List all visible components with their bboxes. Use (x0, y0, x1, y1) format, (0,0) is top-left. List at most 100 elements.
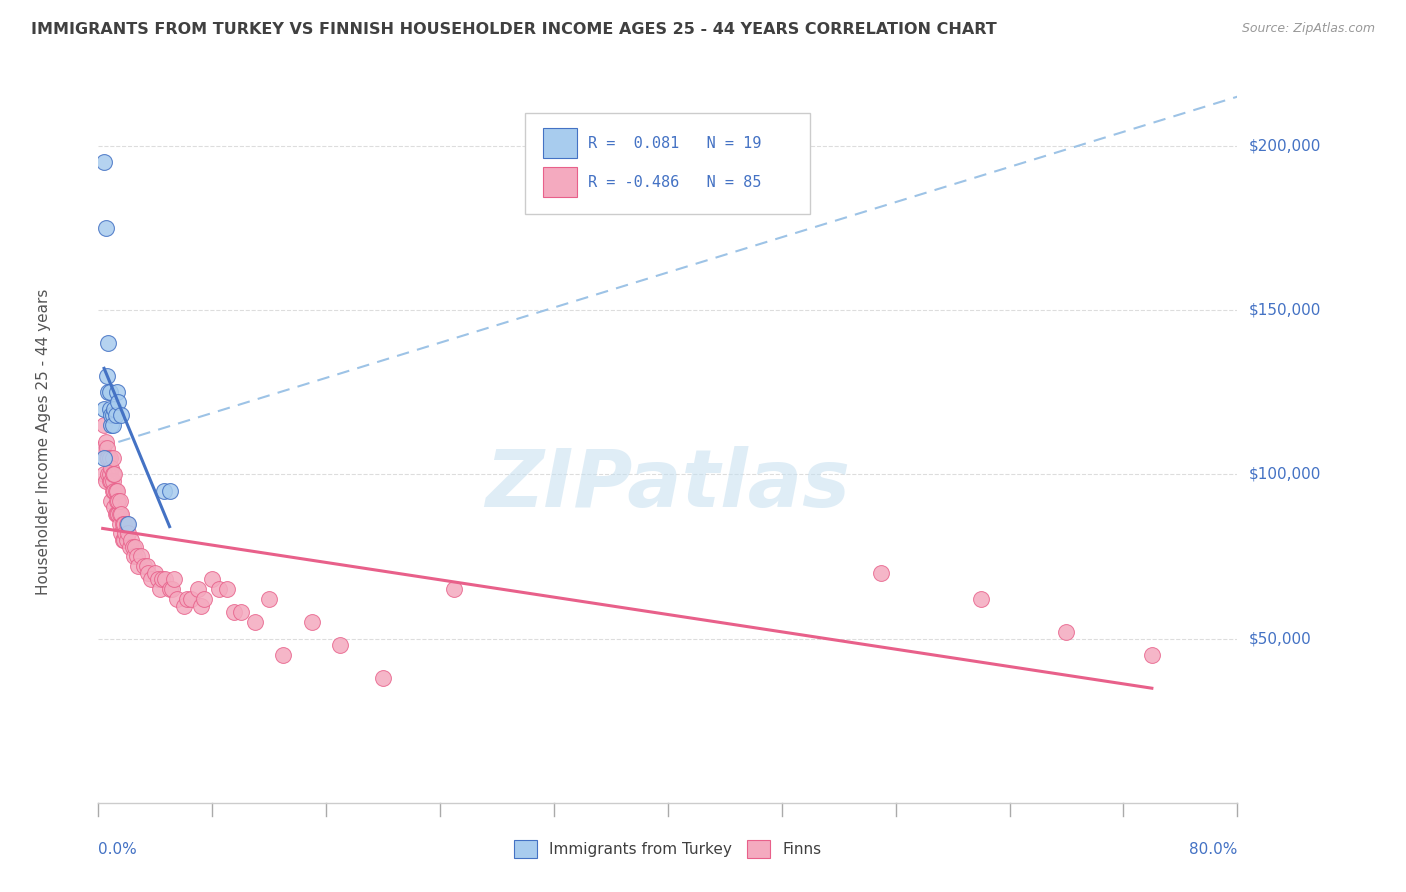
Point (243, 615, 266, 630)
Point (97, 336, 120, 351)
Point (112, 533, 135, 547)
Point (373, 671, 395, 685)
Point (163, 573, 186, 587)
Point (96, 441, 118, 455)
FancyBboxPatch shape (543, 167, 576, 197)
Point (970, 592, 993, 607)
Point (136, 566, 159, 580)
Point (124, 540, 146, 554)
Point (108, 507, 131, 521)
Point (145, 566, 167, 580)
Point (148, 573, 170, 587)
Point (93, 401, 115, 416)
Point (201, 573, 224, 587)
Point (132, 559, 155, 574)
Text: $150,000: $150,000 (1249, 302, 1320, 318)
Point (259, 592, 281, 607)
Point (1140, 648, 1163, 662)
Point (159, 582, 181, 597)
Point (115, 516, 138, 531)
Point (101, 483, 124, 498)
Point (91, 441, 114, 455)
Point (152, 573, 174, 587)
Point (118, 540, 141, 554)
Point (870, 566, 893, 580)
Point (101, 418, 124, 433)
Point (122, 549, 145, 564)
Point (100, 493, 122, 508)
Point (215, 582, 238, 597)
Point (96, 450, 118, 465)
Point (153, 483, 176, 498)
Point (222, 605, 245, 619)
Point (166, 592, 188, 607)
Point (110, 409, 132, 423)
Point (162, 582, 184, 597)
Point (108, 516, 131, 531)
Text: 0.0%: 0.0% (98, 842, 138, 856)
Point (125, 549, 148, 564)
Point (110, 507, 132, 521)
Text: Householder Income Ages 25 - 44 years: Householder Income Ages 25 - 44 years (37, 288, 51, 595)
Point (103, 467, 125, 482)
Point (112, 516, 135, 531)
Point (98, 401, 121, 416)
Point (139, 573, 162, 587)
Point (93, 155, 115, 169)
Point (190, 599, 212, 613)
Point (111, 533, 134, 547)
Point (100, 418, 122, 433)
Point (108, 493, 131, 508)
Point (120, 533, 142, 547)
Point (97, 385, 120, 400)
Point (98, 467, 121, 482)
Point (208, 582, 231, 597)
Point (443, 582, 465, 597)
Point (127, 559, 149, 574)
Point (97, 467, 120, 482)
Point (103, 500, 125, 515)
Text: IMMIGRANTS FROM TURKEY VS FINNISH HOUSEHOLDER INCOME AGES 25 - 44 YEARS CORRELAT: IMMIGRANTS FROM TURKEY VS FINNISH HOUSEH… (31, 22, 997, 37)
Point (100, 409, 122, 423)
Point (173, 599, 195, 613)
Point (115, 533, 138, 547)
Point (135, 559, 157, 574)
Point (129, 549, 152, 564)
Point (94, 474, 117, 488)
Point (104, 483, 127, 498)
Text: $50,000: $50,000 (1249, 632, 1312, 646)
Point (180, 592, 202, 607)
Legend: Immigrants from Turkey, Finns: Immigrants from Turkey, Finns (508, 834, 828, 863)
Point (111, 516, 134, 531)
Text: ZIPatlas: ZIPatlas (485, 446, 851, 524)
Point (97, 450, 120, 465)
Point (105, 493, 128, 508)
Point (105, 483, 128, 498)
Point (105, 507, 128, 521)
Point (149, 582, 172, 597)
Point (329, 638, 352, 652)
Point (100, 474, 122, 488)
FancyBboxPatch shape (543, 128, 576, 158)
Text: $200,000: $200,000 (1249, 138, 1320, 153)
Text: R =  0.081   N = 19: R = 0.081 N = 19 (588, 136, 762, 151)
Point (1056, 625, 1078, 640)
Point (110, 526, 132, 541)
Point (93, 450, 115, 465)
Point (121, 540, 143, 554)
Point (101, 409, 124, 423)
Point (98, 474, 121, 488)
Point (301, 615, 323, 630)
Point (107, 395, 129, 409)
Point (98, 385, 121, 400)
Point (94, 434, 117, 449)
Point (100, 460, 122, 475)
Point (114, 526, 136, 541)
Point (93, 418, 115, 433)
Point (273, 648, 295, 662)
Point (117, 526, 139, 541)
Point (107, 507, 129, 521)
Point (103, 401, 125, 416)
Point (96, 368, 118, 383)
Point (101, 474, 124, 488)
